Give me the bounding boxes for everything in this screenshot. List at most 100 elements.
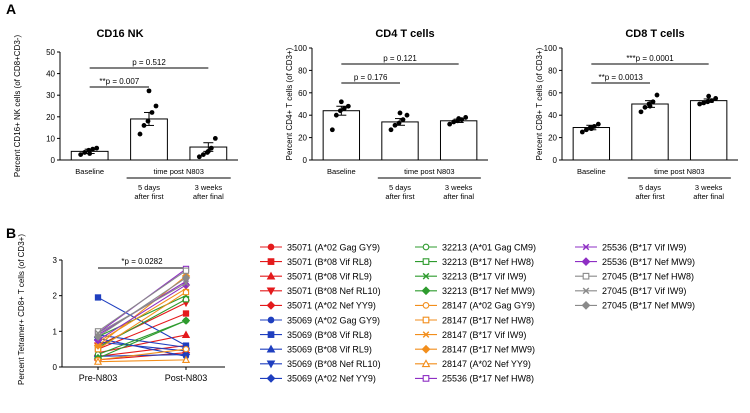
data-point xyxy=(456,116,462,121)
legend-label: 27045 (B*17 Vif IW9) xyxy=(602,286,686,296)
x-tick-label: after first xyxy=(134,192,164,201)
series-line xyxy=(97,341,187,352)
legend-marker xyxy=(581,257,591,266)
legend-marker xyxy=(422,316,430,324)
x-tick-label: after final xyxy=(443,192,474,201)
x-tick-label: 5 days xyxy=(138,183,160,192)
legend-marker xyxy=(422,302,430,309)
data-point xyxy=(149,110,155,115)
x-tick-label: 5 days xyxy=(639,183,661,192)
legend-entry: 28147 (B*17 Nef HW8) xyxy=(415,315,534,325)
series-point xyxy=(181,273,191,283)
series-line xyxy=(97,334,187,348)
data-point xyxy=(341,106,347,111)
legend-entry: 25536 (B*17 Nef MW9) xyxy=(575,257,695,267)
series-point xyxy=(182,267,190,274)
x-tick-label: 3 weeks xyxy=(445,183,473,192)
legend-label: 35069 (A*02 Gag GY9) xyxy=(287,315,380,325)
series-16 xyxy=(94,288,190,353)
data-point xyxy=(345,103,351,109)
data-point xyxy=(329,127,335,133)
data-point xyxy=(709,98,715,104)
data-point xyxy=(654,92,660,98)
data-point xyxy=(397,110,403,116)
series-line xyxy=(97,352,187,361)
y-tick-label: 40 xyxy=(548,111,557,120)
y-tick-label: 60 xyxy=(548,89,557,98)
series-line xyxy=(97,288,187,343)
legend-label: 35069 (B*08 Vif RL8) xyxy=(287,330,372,340)
x-tick-label: 3 weeks xyxy=(695,183,723,192)
data-point xyxy=(701,100,707,106)
y-axis-label: Percent CD16+ NK cells (of CD8+CD3-) xyxy=(13,35,22,178)
chart-title: CD8 T cells xyxy=(625,28,684,40)
bar-panel-3: CD8 T cells Percent CD8+ T cells (of CD3+… xyxy=(535,28,738,201)
legend-marker xyxy=(421,344,431,354)
series-line xyxy=(97,359,187,363)
data-point xyxy=(78,152,84,158)
legend-marker xyxy=(421,286,431,296)
data-point xyxy=(145,118,151,124)
y-tick-label: 100 xyxy=(294,44,308,53)
bar xyxy=(322,110,361,161)
data-point xyxy=(638,109,644,115)
chart-title: CD16 NK xyxy=(96,28,143,40)
legend-label: 32213 (B*17 Vif IW9) xyxy=(442,272,526,282)
data-point xyxy=(212,136,218,141)
legend-label: 28147 (B*17 Nef MW9) xyxy=(442,345,535,355)
series-line xyxy=(97,270,187,332)
legend-label: 35071 (B*08 Vif RL9) xyxy=(287,272,372,282)
bar xyxy=(572,127,611,161)
series-19 xyxy=(93,355,191,365)
legend-entry: 35071 (B*08 Vif RL8) xyxy=(260,257,372,267)
legend-marker xyxy=(422,272,430,280)
legend-marker xyxy=(422,331,430,338)
legend-marker xyxy=(421,359,431,368)
y-tick-label: 20 xyxy=(46,113,55,122)
y-tick-label: 30 xyxy=(46,91,55,100)
data-point xyxy=(337,108,343,114)
legend-label: 32213 (B*17 Nef HW8) xyxy=(442,257,534,267)
comparison-label: **p = 0.007 xyxy=(99,77,139,86)
series-line xyxy=(97,337,187,357)
legend-label: 27045 (B*17 Nef MW9) xyxy=(602,301,695,311)
x-tick-label: 3 weeks xyxy=(195,183,223,192)
legend-marker xyxy=(582,272,590,280)
y-tick-label: 60 xyxy=(298,89,307,98)
legend-entry: 25536 (B*17 Vif IW9) xyxy=(575,242,686,252)
series-point xyxy=(181,355,191,364)
y-axis-label: Percent Tetramer+ CD8+ T cells (of CD3+) xyxy=(17,234,26,385)
x-tick-label: Pre-N803 xyxy=(79,373,118,383)
legend-entry: 28147 (B*17 Vif IW9) xyxy=(415,330,526,340)
data-point xyxy=(705,99,711,105)
series-point xyxy=(93,357,103,365)
y-axis-label: Percent CD8+ T cells (of CD3+) xyxy=(535,47,544,160)
series-line xyxy=(97,348,187,361)
panel-label-b: B xyxy=(6,225,16,241)
data-point xyxy=(706,93,712,99)
y-tick-label: 40 xyxy=(298,111,307,120)
legend-label: 25536 (B*17 Vif IW9) xyxy=(602,242,686,252)
y-tick-label: 0 xyxy=(303,156,308,165)
series-line xyxy=(97,320,187,359)
y-tick-label: 40 xyxy=(46,70,55,79)
y-tick-label: 20 xyxy=(298,134,307,143)
y-tick-label: 80 xyxy=(548,66,557,75)
legend-label: 35071 (B*08 Nef RL10) xyxy=(287,286,381,296)
legend-marker xyxy=(581,301,591,310)
legend-entry: 27045 (B*17 Vif IW9) xyxy=(575,286,686,296)
legend-entry: 32213 (A*01 Gag CM9) xyxy=(415,242,536,252)
legend-marker xyxy=(266,360,276,369)
legend-entry: 25536 (B*17 Nef HW8) xyxy=(415,374,534,384)
series-point xyxy=(94,294,102,301)
data-point xyxy=(205,148,211,154)
legend-label: 28147 (B*17 Vif IW9) xyxy=(442,330,526,340)
series-line xyxy=(97,296,187,347)
data-point xyxy=(338,99,344,105)
data-point xyxy=(642,104,648,110)
data-point xyxy=(583,127,589,133)
data-point xyxy=(196,154,202,160)
series-point xyxy=(182,346,190,353)
legend-entry: 32213 (B*17 Nef HW8) xyxy=(415,257,534,267)
legend-label: 35071 (A*02 Nef YY9) xyxy=(287,301,376,311)
